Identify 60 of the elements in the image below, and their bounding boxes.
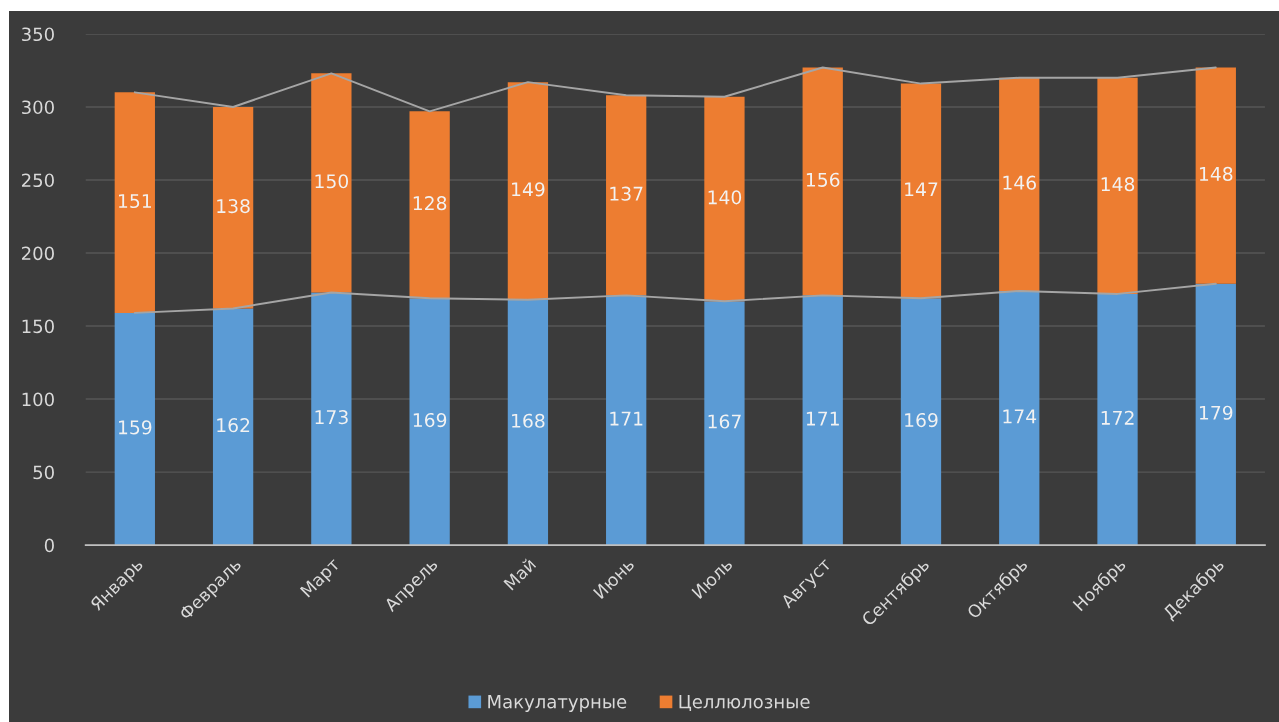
bar: [114, 312, 155, 546]
data-label: 150: [315, 174, 349, 189]
data-label: 162: [217, 418, 250, 433]
legend-label: Макулатурные: [488, 695, 627, 712]
data-label: 172: [1101, 410, 1134, 425]
bar: [1195, 67, 1236, 284]
bar: [507, 82, 549, 300]
bar: [1195, 283, 1236, 546]
y-tick-label: 200: [22, 246, 54, 261]
data-label: 173: [315, 410, 348, 425]
bar: [212, 106, 254, 309]
y-tick-label: 150: [22, 319, 54, 334]
data-label: 151: [118, 194, 151, 209]
bar: [114, 92, 155, 313]
data-label: 147: [905, 182, 938, 197]
bar: [311, 73, 352, 293]
data-label: 148: [1199, 166, 1233, 182]
y-tick-label: 0: [44, 538, 54, 553]
bar: [1097, 293, 1138, 546]
data-label: 171: [806, 411, 839, 426]
bar: [212, 308, 254, 546]
bar: [704, 96, 745, 302]
y-tick-label: 300: [22, 100, 54, 115]
data-label: 179: [1199, 405, 1233, 420]
line-series: [133, 282, 1217, 314]
data-label: 137: [610, 186, 643, 201]
y-tick-label: 100: [22, 392, 54, 407]
data-label: 159: [118, 420, 152, 435]
bar: [999, 77, 1040, 291]
bar: [507, 299, 549, 546]
bar: [900, 298, 942, 546]
bar: [409, 298, 450, 546]
bar: [999, 290, 1040, 546]
bar: [704, 301, 745, 546]
data-label: 168: [512, 413, 545, 428]
y-tick-label: 250: [22, 173, 54, 188]
data-label: 148: [1101, 177, 1135, 192]
data-label: 167: [708, 414, 741, 429]
bar: [900, 83, 942, 299]
data-label: 128: [413, 196, 447, 211]
line-series: [133, 66, 1217, 113]
bar: [802, 295, 843, 546]
y-tick-label: 350: [22, 27, 54, 42]
data-label: 140: [708, 190, 742, 205]
data-label: 169: [905, 412, 938, 428]
bar: [1097, 77, 1138, 294]
data-label: 171: [610, 411, 643, 426]
bar: [802, 67, 843, 296]
data-label: 149: [512, 182, 545, 197]
bar: [311, 292, 352, 546]
bar: [606, 95, 647, 296]
bar: [606, 295, 647, 546]
bar: [409, 111, 450, 299]
data-label: 169: [413, 412, 447, 428]
data-label: 156: [806, 172, 840, 187]
y-tick-label: 50: [33, 465, 54, 480]
data-label: 146: [1003, 175, 1036, 190]
legend-label: Целлюлозные: [679, 695, 810, 712]
data-label: 174: [1003, 409, 1037, 424]
data-label: 138: [217, 198, 250, 214]
